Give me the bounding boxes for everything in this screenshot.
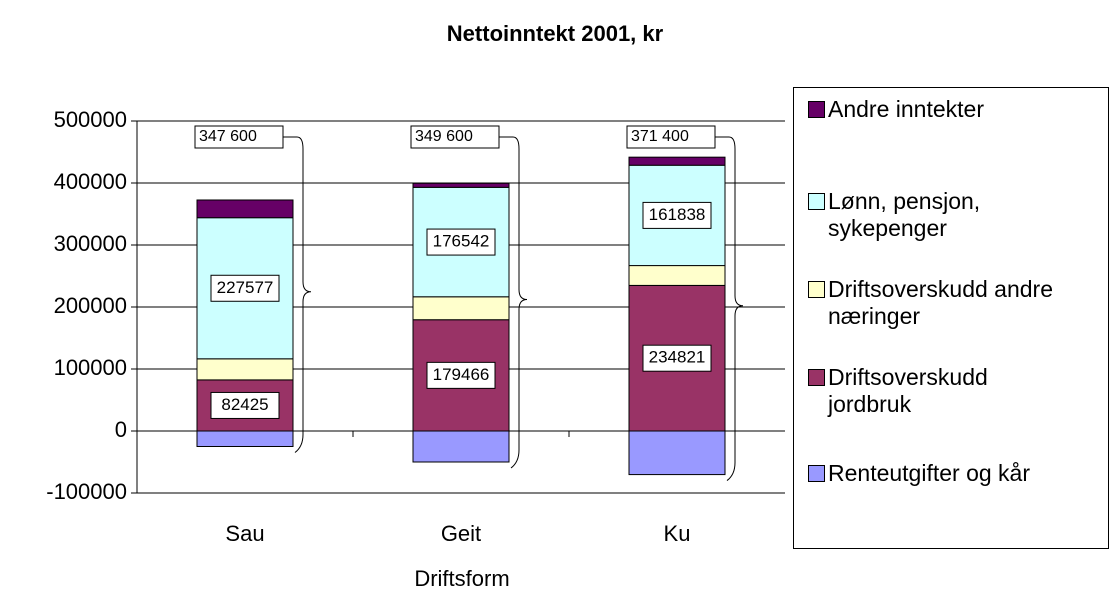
legend-label: Driftsoverskudd jordbruk xyxy=(828,364,988,417)
brace xyxy=(283,136,312,453)
legend-label: Andre inntekter xyxy=(828,96,984,122)
data-label-box xyxy=(642,344,712,372)
x-tick-label: Sau xyxy=(225,521,264,546)
chart-title: Nettoinntekt 2001, kr xyxy=(447,21,664,46)
legend-swatch xyxy=(808,193,825,210)
bar-segment xyxy=(196,358,294,381)
data-label: 161838 xyxy=(649,205,706,224)
x-tick-label: Ku xyxy=(664,521,691,546)
y-tick-label: 500000 xyxy=(54,107,127,132)
data-label-box xyxy=(642,201,712,229)
legend-item: Driftsoverskudd jordbruk xyxy=(808,364,1103,418)
bar-segment xyxy=(412,182,510,188)
legend: Andre inntekter Lønn, pensjon, sykepenger… xyxy=(793,87,1109,549)
data-label: 227577 xyxy=(217,278,274,297)
y-tick-label: 300000 xyxy=(54,231,127,256)
data-label: 234821 xyxy=(649,348,706,367)
bar-segment xyxy=(412,430,510,463)
annotation: 349 600 xyxy=(415,128,473,145)
x-axis-label: Driftsform xyxy=(414,566,509,591)
legend-item: Driftsoverskudd andre næringer xyxy=(808,276,1103,330)
x-tick-label: Geit xyxy=(441,521,481,546)
bar-segment xyxy=(628,156,726,166)
legend-swatch xyxy=(808,369,825,386)
annotation: 371 400 xyxy=(631,128,689,145)
data-label-box xyxy=(426,361,496,389)
legend-item: Andre inntekter xyxy=(808,96,1103,123)
bar-segment xyxy=(412,296,510,321)
y-tick-label: -100000 xyxy=(46,479,127,504)
legend-item: Lønn, pensjon, sykepenger xyxy=(808,188,1103,242)
legend-item: Renteutgifter og kår xyxy=(808,460,1103,487)
data-label: 82425 xyxy=(221,395,268,414)
legend-swatch xyxy=(808,101,825,118)
data-label-box xyxy=(210,274,280,302)
legend-swatch xyxy=(808,281,825,298)
bar-segment xyxy=(196,430,294,447)
bar-segment xyxy=(628,430,726,476)
brace xyxy=(499,136,528,469)
annotation: 347 600 xyxy=(199,128,257,145)
y-tick-label: 400000 xyxy=(54,169,127,194)
y-tick-label: 0 xyxy=(115,417,127,442)
data-label: 176542 xyxy=(433,232,490,251)
y-tick-label: 100000 xyxy=(54,355,127,380)
data-label-box xyxy=(210,391,280,419)
legend-label: Driftsoverskudd andre næringer xyxy=(828,276,1053,329)
data-label: 179466 xyxy=(433,365,490,384)
legend-label: Lønn, pensjon, sykepenger xyxy=(828,188,981,241)
legend-swatch xyxy=(808,465,825,482)
bar-segment xyxy=(628,265,726,286)
y-tick-label: 200000 xyxy=(54,293,127,318)
bar-segment xyxy=(196,199,294,219)
legend-label: Renteutgifter og kår xyxy=(828,460,1031,486)
brace xyxy=(715,136,744,481)
data-label-box xyxy=(426,228,496,256)
